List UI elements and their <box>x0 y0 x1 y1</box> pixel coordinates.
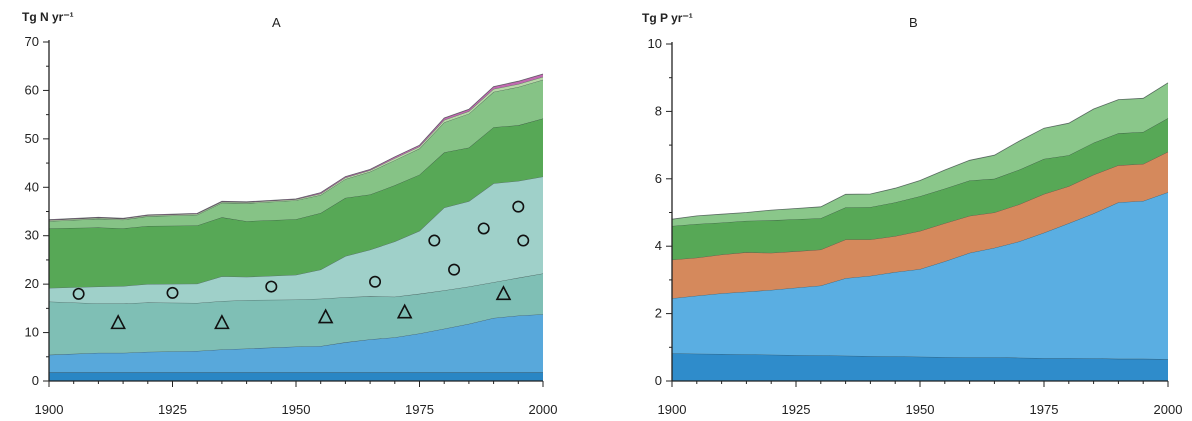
panel-b-y-tick-label: 6 <box>655 171 662 186</box>
panel-a-y-tick-label: 20 <box>25 276 39 291</box>
panel-a-circle-marker <box>477 222 490 235</box>
panel-a-area-4 <box>49 118 543 288</box>
panel-b-stacked-areas <box>671 82 1169 381</box>
panel-b-area-3 <box>672 118 1168 260</box>
panel-b-y-tick-label: 10 <box>648 36 662 51</box>
panel-b-y-unit-label: Tg P yr⁻¹ <box>642 11 693 25</box>
panel-b-y-tick-label: 0 <box>655 373 662 388</box>
panel-b-area-1 <box>672 192 1168 360</box>
panel-b-area-4 <box>672 82 1168 226</box>
panel-a-circle-marker <box>72 287 85 300</box>
panel-a-area-7 <box>49 74 543 221</box>
panel-a-area-6 <box>49 76 543 222</box>
panel-a-x-tick-label: 1975 <box>405 402 434 417</box>
panel-b-x-tick-label: 1925 <box>782 402 811 417</box>
panel-a-y-unit-label: Tg N yr⁻¹ <box>22 10 74 24</box>
panel-b-y-tick-label: 4 <box>655 238 662 253</box>
panel-a-x-tick-label: 1900 <box>35 402 64 417</box>
panel-a-area-boundary-7 <box>48 73 544 221</box>
panel-a-circle-marker <box>512 200 525 213</box>
panel-a-stacked-areas <box>48 73 544 381</box>
panel-b-area-2 <box>672 151 1168 299</box>
panel-b-area-0 <box>672 353 1168 381</box>
panel-a-y-tick-label: 50 <box>25 131 39 146</box>
panel-a-y-tick-label: 30 <box>25 228 39 243</box>
panel-a-x-tick-label: 1950 <box>282 402 311 417</box>
panel-a-area-0 <box>49 372 543 381</box>
panel-b-letter: B <box>909 15 918 30</box>
panel-a-circle-marker <box>166 286 179 299</box>
panel-b-area-boundary-4 <box>671 82 1169 220</box>
panel-a-area-1 <box>49 314 543 373</box>
panel-a-nitrogen-chart: Tg N yr⁻¹ A 0 10 20 30 40 50 60 70 1900 1925 1950 1… <box>22 10 557 417</box>
panel-a-triangle-marker <box>317 308 334 324</box>
panel-a-circle-marker <box>265 280 278 293</box>
panel-a-circle-marker <box>448 263 461 276</box>
panel-a-triangle-marker <box>396 303 413 319</box>
panel-b-x-tick-label: 1900 <box>658 402 687 417</box>
panel-b-phosphorus-chart: Tg P yr⁻¹ B 0 2 4 6 8 10 1900 1925 1950 1975 2000 <box>642 11 1182 417</box>
panel-a-triangle-marker <box>214 314 230 330</box>
panel-b-x-tick-label: 2000 <box>1154 402 1183 417</box>
panel-a-area-5 <box>49 79 543 229</box>
panel-a-y-tick-label: 40 <box>25 179 39 194</box>
panel-a-x-tick-label: 2000 <box>529 402 558 417</box>
panel-a-area-3 <box>49 176 543 304</box>
panel-a-markers <box>72 200 530 330</box>
panel-a-triangle-marker <box>110 314 126 330</box>
panel-b-axes: 0 2 4 6 8 10 1900 1925 1950 1975 2000 <box>648 36 1183 417</box>
panel-a-y-tick-label: 70 <box>25 34 39 49</box>
panel-b-y-tick-label: 2 <box>655 306 662 321</box>
panel-a-circle-marker <box>517 234 530 247</box>
panel-a-y-tick-label: 0 <box>32 373 39 388</box>
panel-a-circle-marker <box>369 275 382 288</box>
panel-a-x-tick-label: 1925 <box>158 402 187 417</box>
panel-a-y-tick-label: 10 <box>25 325 39 340</box>
panel-a-y-tick-label: 60 <box>25 82 39 97</box>
panel-b-x-tick-label: 1950 <box>906 402 935 417</box>
panel-b-y-tick-label: 8 <box>655 103 662 118</box>
panel-b-x-tick-label: 1975 <box>1030 402 1059 417</box>
panel-a-triangle-marker <box>495 285 512 301</box>
panel-a-circle-marker <box>428 234 441 247</box>
panel-a-axes: 0 10 20 30 40 50 60 70 1900 1925 1950 1975 2000 <box>25 34 558 417</box>
panel-a-letter: A <box>272 15 281 30</box>
